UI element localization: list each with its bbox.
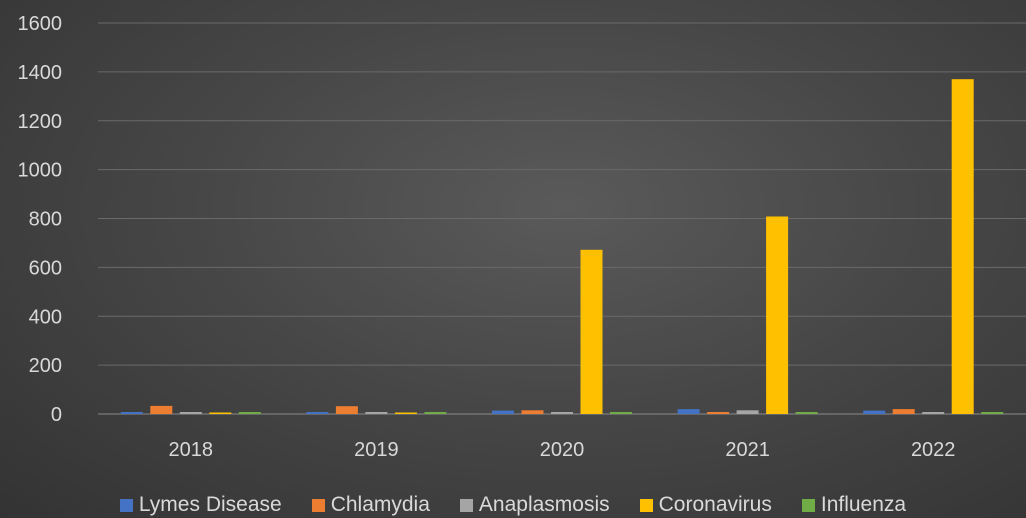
x-tick-label: 2021 <box>725 439 770 461</box>
legend-label: Coronavirus <box>658 493 772 516</box>
legend-swatch <box>119 498 133 512</box>
x-tick-label: 2020 <box>540 439 585 461</box>
legend-item: Chlamydia <box>311 492 430 518</box>
bar-coronavirus-2019 <box>394 412 417 414</box>
legend-item: Lymes Disease <box>119 492 282 518</box>
legend-swatch <box>459 498 473 512</box>
bar-coronavirus-2020 <box>580 249 603 414</box>
x-tick-label: 2022 <box>911 439 956 461</box>
legend-item: Coronavirus <box>639 492 772 518</box>
bar-chlamydia-2021 <box>707 412 730 414</box>
bar-coronavirus-2021 <box>766 216 789 414</box>
y-tick-label: 0 <box>51 404 62 426</box>
bars <box>120 79 1004 414</box>
y-tick-label: 1200 <box>18 111 63 133</box>
bar-lymes-disease-2021 <box>677 409 700 414</box>
bar-chlamydia-2022 <box>892 409 915 414</box>
y-tick-label: 1400 <box>18 62 63 84</box>
legend-item: Influenza <box>801 492 907 518</box>
legend-label: Influenza <box>820 493 907 516</box>
legend-swatch <box>639 498 653 512</box>
y-axis-ticks: 0 200 400 600 800 1000 1200 1400 1600 <box>18 13 63 426</box>
bar-influenza-2021 <box>795 412 818 414</box>
legend-label: Lymes Disease <box>138 493 282 516</box>
bar-anaplasmosis-2019 <box>365 412 388 414</box>
y-tick-label: 400 <box>29 306 62 328</box>
legend-label: Chlamydia <box>330 493 430 516</box>
bar-chlamydia-2020 <box>521 410 544 414</box>
bar-influenza-2019 <box>424 412 447 414</box>
legend-label: Anaplasmosis <box>478 493 610 516</box>
bar-influenza-2018 <box>238 412 261 414</box>
y-tick-label: 1000 <box>18 160 63 182</box>
bar-anaplasmosis-2018 <box>179 412 202 414</box>
bar-lymes-disease-2019 <box>306 412 329 414</box>
legend-swatch <box>311 498 325 512</box>
bar-chlamydia-2018 <box>150 405 173 414</box>
bar-chlamydia-2019 <box>335 406 358 414</box>
bar-influenza-2020 <box>610 412 632 414</box>
bar-influenza-2022 <box>981 412 1004 414</box>
x-tick-label: 2019 <box>354 439 399 461</box>
bar-lymes-disease-2018 <box>120 412 143 414</box>
legend: Lymes Disease Chlamydia Anaplasmosis Corona… <box>0 492 1026 518</box>
x-axis-ticks: 2018 2019 2020 2021 2022 <box>169 439 956 461</box>
bar-coronavirus-2022 <box>951 79 974 414</box>
bar-anaplasmosis-2021 <box>736 410 759 414</box>
bar-anaplasmosis-2020 <box>551 412 573 414</box>
legend-item: Anaplasmosis <box>459 492 610 518</box>
x-tick-label: 2018 <box>169 439 214 461</box>
gridlines <box>98 22 1026 415</box>
bar-lymes-disease-2022 <box>863 410 886 414</box>
y-tick-label: 600 <box>29 257 62 279</box>
y-tick-label: 200 <box>29 355 62 377</box>
y-tick-label: 1600 <box>18 13 63 35</box>
legend-swatch <box>801 498 815 512</box>
bar-anaplasmosis-2022 <box>922 412 945 414</box>
bar-coronavirus-2018 <box>209 412 232 414</box>
y-tick-label: 800 <box>29 209 62 231</box>
bar-lymes-disease-2020 <box>492 410 514 414</box>
